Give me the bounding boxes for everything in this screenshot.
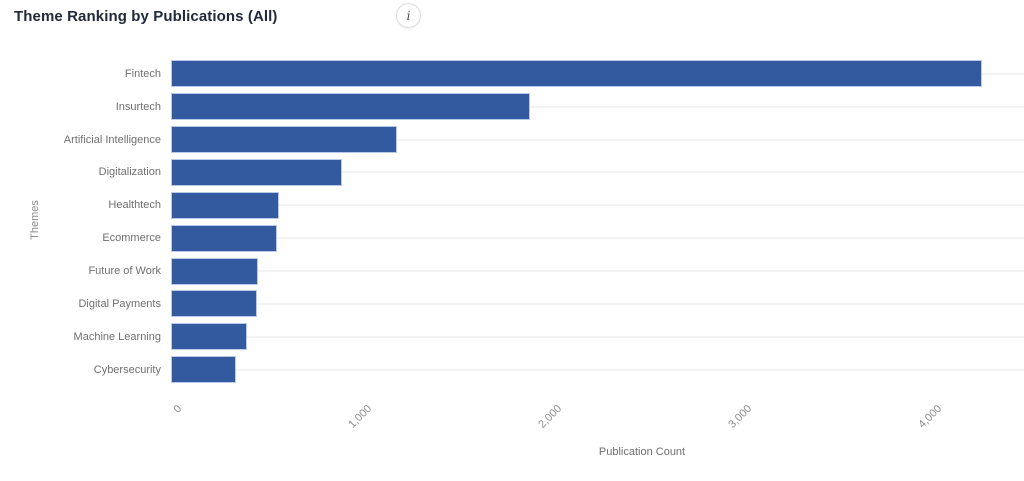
category-label: Machine Learning [73, 330, 161, 343]
bar-healthtech[interactable] [171, 191, 279, 219]
category-label: Digital Payments [78, 297, 161, 310]
row-gridline [171, 171, 1024, 174]
bar-future-of-work[interactable] [171, 257, 258, 285]
bar-digital-payments[interactable] [171, 290, 257, 318]
category-label: Digitalization [98, 166, 161, 179]
category-label: Fintech [124, 67, 161, 80]
x-axis-title: Publication Count [598, 446, 686, 458]
category-label: Insurtech [115, 100, 161, 113]
info-icon[interactable]: i [396, 3, 421, 28]
row-gridline [171, 237, 1024, 240]
row-gridline [171, 270, 1024, 273]
x-tick-label: 3,000 [726, 402, 755, 431]
category-label: Healthtech [108, 199, 161, 212]
bar-machine-learning[interactable] [171, 323, 247, 351]
bar-fintech[interactable] [171, 60, 982, 88]
category-label: Artificial Intelligence [63, 133, 161, 146]
row-gridline [171, 335, 1024, 338]
x-tick-label: 4,000 [916, 402, 945, 431]
chart-title: Theme Ranking by Publications (All) [14, 8, 278, 25]
row-gridline [171, 204, 1024, 207]
row-gridline [171, 302, 1024, 305]
info-icon-glyph: i [406, 8, 411, 23]
category-label: Future of Work [88, 265, 161, 278]
bar-cybersecurity[interactable] [171, 356, 236, 384]
row-gridline [171, 368, 1024, 371]
row-gridline [171, 138, 1024, 141]
row-gridline [171, 105, 1024, 108]
bar-ecommerce[interactable] [171, 224, 277, 252]
bar-digitalization[interactable] [171, 158, 342, 186]
x-tick-label: 2,000 [536, 402, 565, 431]
x-tick-label: 1,000 [346, 402, 375, 431]
x-tick-label: 0 [171, 402, 185, 416]
bar-artificial-intelligence[interactable] [171, 126, 397, 154]
bar-insurtech[interactable] [171, 93, 530, 121]
category-label: Cybersecurity [93, 363, 161, 376]
category-label: Ecommerce [102, 232, 161, 245]
